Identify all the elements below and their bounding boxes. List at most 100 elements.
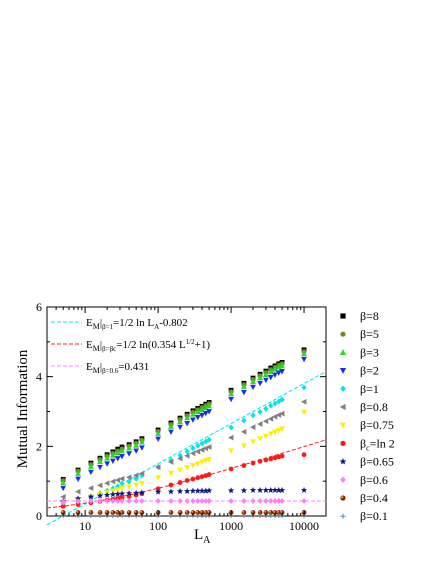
series-12-point — [268, 513, 274, 519]
series-6-point — [250, 424, 256, 431]
series-5-point — [199, 440, 205, 447]
fit-legend-beta: β=1 — [102, 323, 114, 331]
series-10-point — [115, 498, 121, 505]
series-3-point — [88, 463, 94, 469]
series-7-point — [301, 409, 307, 416]
series-3-point — [139, 439, 145, 445]
series-9-point — [109, 491, 117, 498]
series-4-point — [60, 485, 67, 492]
fit-legend-expr: =0.431 — [118, 361, 149, 373]
series-11-point-inner — [269, 510, 272, 513]
fit-legend-bar: | — [100, 361, 102, 373]
series-9-point — [267, 486, 274, 493]
legend-marker-12 — [340, 513, 346, 519]
series-5-point — [206, 436, 212, 443]
series-3-point — [110, 452, 116, 458]
series-4-point — [228, 396, 234, 403]
series-11-point — [250, 510, 256, 515]
series-8-point — [263, 457, 269, 463]
series-4-point — [104, 461, 110, 467]
series-9-point — [114, 490, 121, 497]
series-9-point — [118, 490, 126, 497]
series-6-point — [126, 474, 132, 481]
legend-marker-7 — [339, 422, 347, 429]
series-12-point — [168, 513, 174, 519]
series-11-point — [195, 510, 201, 515]
series-3-point — [168, 423, 174, 429]
series-5-point — [228, 424, 234, 431]
series-7-point — [133, 482, 140, 488]
series-8-point — [195, 475, 201, 481]
series-9-point — [154, 488, 162, 495]
series-10-point — [257, 498, 263, 505]
series-5-point — [272, 400, 278, 407]
series-10-point — [241, 498, 247, 505]
series-3-point — [133, 442, 140, 448]
legend-label-7: β=0.75 — [360, 418, 394, 432]
series-9-point — [300, 486, 308, 493]
fit-legend-E: E — [86, 317, 93, 329]
series-10-point — [75, 498, 81, 505]
series-4-point — [155, 436, 161, 443]
series-9-point — [103, 491, 111, 498]
series-11-point — [279, 510, 285, 515]
legend-marker-1 — [340, 313, 346, 319]
series-6-point — [262, 418, 269, 425]
series-4-point — [119, 454, 125, 460]
fit-legend-E: E — [86, 361, 93, 373]
series-8-point — [168, 482, 174, 488]
series-11-point — [104, 510, 110, 515]
x-tick-label: 100 — [149, 519, 167, 533]
series-4-point — [275, 370, 282, 376]
series-9-point — [167, 488, 175, 495]
series-11-markers — [60, 510, 307, 515]
series-3-point — [126, 445, 132, 451]
series-9-point — [74, 495, 82, 502]
series-6-point — [119, 475, 125, 482]
series-4-point — [257, 380, 263, 387]
series-10-point — [97, 498, 103, 505]
series-9-point — [183, 487, 191, 494]
series-6-point — [109, 478, 116, 485]
series-12-point — [115, 513, 121, 519]
series-5-point — [184, 448, 190, 455]
legend-marker-3 — [339, 349, 347, 355]
legend-label-4: β=2 — [360, 364, 379, 378]
series-4-point — [97, 464, 103, 471]
x-axis-label: LA — [194, 527, 211, 546]
series-6-point — [194, 448, 201, 455]
series-8-point — [119, 495, 125, 501]
series-8-point — [241, 463, 247, 468]
series-10-point — [250, 498, 256, 505]
series-4-point — [139, 445, 145, 451]
legend-marker-5 — [340, 385, 346, 393]
series-4-point — [199, 412, 205, 419]
x-tick-label: 10 — [79, 519, 91, 533]
legend-marker-11 — [340, 495, 346, 501]
series-10-point — [126, 498, 132, 505]
series-3-point — [228, 390, 234, 397]
legend-label-1: β=8 — [360, 309, 379, 323]
series-6-point — [279, 410, 285, 417]
series-6-point — [75, 488, 81, 495]
series-6-point — [60, 493, 66, 500]
series-11-point — [203, 510, 209, 515]
series-11-point-inner — [111, 510, 114, 513]
series-7-point — [114, 487, 121, 493]
legend-label-8: βc=ln 2 — [360, 436, 395, 452]
series-3-markers — [60, 350, 307, 485]
series-4-point — [88, 469, 94, 476]
series-6-point — [104, 480, 110, 487]
series-11-point-inner — [277, 510, 279, 513]
series-7-point — [272, 429, 278, 436]
series-3-point — [184, 414, 191, 421]
series-6-point — [97, 482, 103, 489]
series-4-point — [241, 389, 247, 396]
series-8-point — [301, 452, 307, 458]
series-4-markers — [60, 356, 307, 492]
series-6-point — [206, 444, 212, 450]
series-7-point — [190, 463, 196, 469]
series-4-point — [168, 429, 174, 436]
